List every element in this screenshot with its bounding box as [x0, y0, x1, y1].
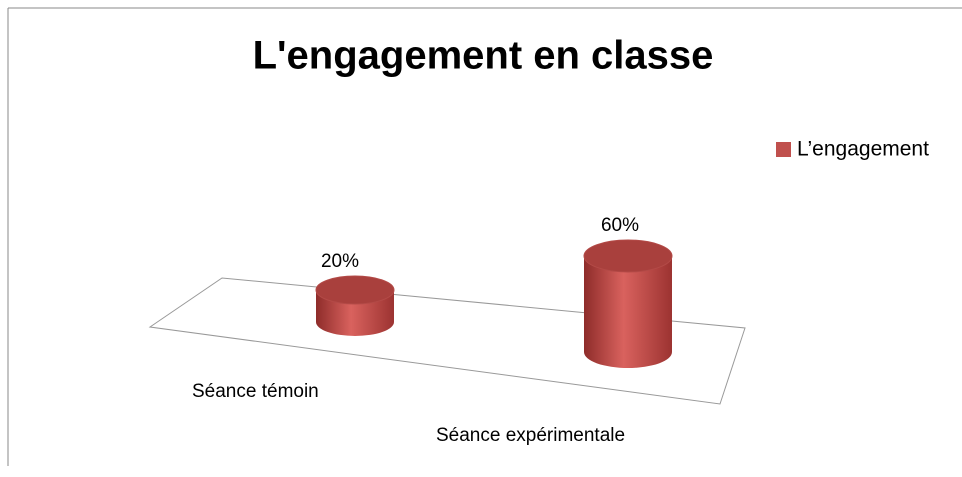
legend-swatch: [776, 142, 791, 157]
x-tick-label: Séance témoin: [192, 381, 319, 402]
x-tick-label: Séance expérimentale: [436, 425, 625, 446]
data-label: 60%: [601, 215, 639, 236]
data-label: 20%: [321, 251, 359, 272]
legend-label: L’engagement: [797, 138, 929, 161]
bar: [584, 256, 672, 368]
bar-top: [315, 275, 395, 305]
bar: [316, 290, 394, 336]
bar-top: [583, 239, 673, 273]
floor-plane: [148, 277, 746, 405]
chart-title: L'engagement en classe: [253, 34, 714, 78]
